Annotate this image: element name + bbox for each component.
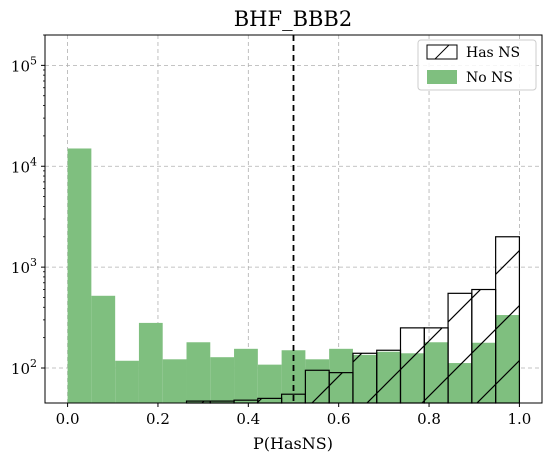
x-tick-label: 1.0 — [507, 410, 531, 428]
x-tick-label: 0.6 — [327, 410, 351, 428]
no-ns-bar — [91, 295, 116, 403]
x-tick-label: 0.4 — [236, 410, 260, 428]
legend-label-no-ns: No NS — [466, 70, 513, 86]
has-ns-bar — [328, 372, 354, 404]
x-tick-label: 0.0 — [56, 410, 80, 428]
legend-swatch-no-ns — [427, 70, 457, 84]
has-ns-bar — [423, 327, 449, 404]
has-ns-bar — [471, 288, 497, 404]
no-ns-bar — [138, 322, 163, 403]
has-ns-bar — [304, 369, 330, 404]
y-tick-label: 104 — [11, 155, 37, 176]
no-ns-bar — [234, 348, 258, 403]
no-ns-bar — [115, 360, 139, 403]
has-ns-bar — [257, 397, 283, 404]
no-ns-bar — [162, 359, 187, 403]
x-tick-label: 0.2 — [146, 410, 170, 428]
y-tick-label: 102 — [11, 357, 37, 378]
chart-title: BHF_BBB2 — [234, 7, 352, 31]
x-tick-label: 0.8 — [417, 410, 441, 428]
no-ns-bar — [186, 342, 211, 403]
has-ns-bar — [495, 236, 521, 404]
no-ns-bar — [210, 357, 235, 403]
has-ns-bar — [376, 349, 402, 404]
no-ns-bar — [67, 148, 92, 403]
y-ticks: 102 103 104 105 — [11, 34, 45, 378]
no-ns-bar — [257, 364, 282, 403]
x-axis-label: P(HasNS) — [253, 434, 333, 453]
has-ns-bar — [399, 327, 425, 404]
has-ns-bars — [185, 236, 521, 404]
legend-label-has-ns: Has NS — [466, 45, 520, 61]
x-ticks: 0.0 0.2 0.4 0.6 0.8 1.0 — [56, 403, 531, 428]
legend: Has NS No NS — [417, 39, 537, 91]
has-ns-bar — [352, 352, 378, 404]
legend-swatch-hatch — [434, 44, 450, 60]
y-tick-label: 105 — [11, 54, 37, 75]
has-ns-bar — [447, 292, 473, 404]
y-tick-label: 103 — [11, 256, 37, 277]
